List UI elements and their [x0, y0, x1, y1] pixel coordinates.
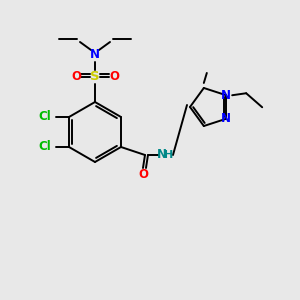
Text: O: O	[109, 70, 119, 83]
Text: S: S	[90, 70, 100, 83]
Text: Cl: Cl	[39, 110, 51, 124]
Text: Cl: Cl	[39, 140, 51, 154]
Text: O: O	[138, 169, 148, 182]
Text: O: O	[71, 70, 81, 83]
Text: N: N	[157, 148, 167, 161]
Text: N: N	[221, 112, 231, 125]
Text: N: N	[90, 49, 100, 62]
Text: N: N	[221, 89, 231, 102]
Text: H: H	[164, 150, 174, 160]
